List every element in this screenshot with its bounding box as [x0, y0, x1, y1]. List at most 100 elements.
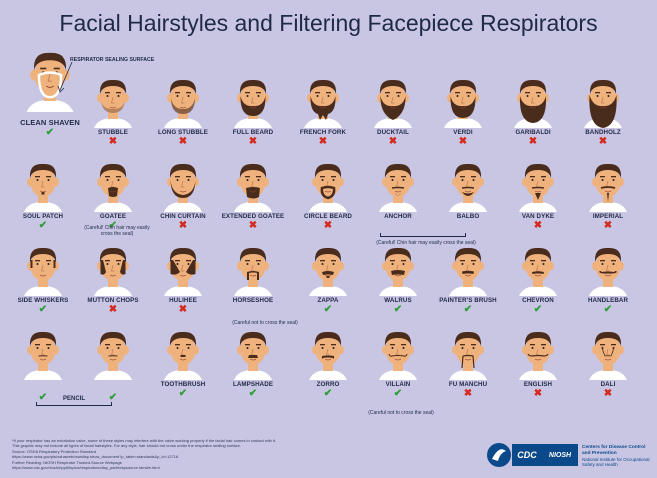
hairstyle-label: SIDE WHISKERS [17, 297, 69, 304]
hairstyle-full: FULL BEARD ✖ [214, 76, 292, 160]
imperial-face-icon [589, 163, 627, 212]
hairstyle-label: HORSESHOE [232, 297, 274, 304]
cross-mark-icon: ✖ [533, 388, 543, 399]
hairstyle-label: DALI [600, 381, 616, 388]
check-mark-icon: ✔ [393, 304, 403, 315]
hairstyle-label: HULIHEE [169, 297, 197, 304]
check-mark-icon: ✔ [323, 388, 333, 399]
footer-link[interactable]: https://www.cdc.gov/niosh/npptl/topics/r… [12, 465, 160, 471]
hairstyle-garibaldi: GARIBALDI ✖ [494, 76, 572, 160]
cross-mark-icon: ✖ [603, 388, 613, 399]
hairstyle-mutton: MUTTON CHOPS ✖ [74, 244, 152, 328]
hairstyle-whiskers: SIDE WHISKERS ✔ [4, 244, 82, 328]
toothbrush-face-icon [164, 331, 202, 380]
chincurtain-face-icon [164, 163, 202, 212]
check-mark-icon: ✔ [463, 304, 473, 315]
check-mark-icon: ✔ [108, 392, 118, 403]
walrus-face-icon [379, 247, 417, 296]
check-mark-icon: ✔ [533, 304, 543, 315]
mutton-face-icon [94, 247, 132, 296]
cross-mark-icon: ✖ [463, 388, 473, 399]
hairstyle-label: TOOTHBRUSH [160, 381, 206, 388]
hairstyle-label: PAINTER'S BRUSH [439, 297, 497, 304]
cdc-niosh-logo: CDC NIOSH Centers for Disease Control an… [484, 438, 650, 472]
hairstyle-verdi: VERDI ✖ [424, 76, 502, 160]
painter-face-icon [449, 247, 487, 296]
zappa-face-icon [309, 247, 347, 296]
check-mark-icon: ✔ [248, 388, 258, 399]
hairstyle-pencil2: ✔ [74, 328, 152, 412]
hairstyle-english: ENGLISH ✖ [499, 328, 577, 412]
check-mark-icon: ✔ [38, 304, 48, 315]
sealing-surface-note: RESPIRATOR SEALING SURFACE [70, 57, 155, 63]
hairstyle-label: VILLAIN [385, 381, 411, 388]
longstubble-face-icon [164, 79, 202, 128]
hairstyle-label: BALBO [456, 213, 480, 220]
bandholz-face-icon [584, 79, 622, 128]
hairstyle-label: MUTTON CHOPS [87, 297, 139, 304]
hairstyle-soul: SOUL PATCH ✔ [4, 160, 82, 244]
hairstyle-label: CHEVRON [522, 297, 554, 304]
balbo-face-icon [449, 163, 487, 212]
cross-mark-icon: ✖ [178, 136, 188, 147]
hairstyle-vandyke: VAN DYKE ✖ [499, 160, 577, 244]
fork-face-icon [304, 79, 342, 128]
villain-note: (Careful not to cross the seal) [368, 410, 434, 416]
footer-line: Source: OSHA Respiratory Protection Stan… [12, 448, 97, 454]
hairstyle-label: GOATEE [99, 213, 127, 220]
hairstyle-pencil: ✔ [4, 328, 82, 412]
pencil2-face-icon [94, 331, 132, 380]
cross-mark-icon: ✖ [248, 220, 258, 231]
hairstyle-zorro: ZORRO ✔ [289, 328, 367, 412]
garibaldi-face-icon [514, 79, 552, 128]
check-mark-icon: ✔ [393, 388, 403, 399]
sealing-arrow-icon [57, 61, 73, 93]
hairstyle-label: IMPERIAL [592, 213, 624, 220]
vandyke-face-icon [519, 163, 557, 212]
hulihee-face-icon [164, 247, 202, 296]
cross-mark-icon: ✖ [323, 220, 333, 231]
hairstyle-label: LONG STUBBLE [157, 129, 208, 136]
anchor-balbo-note: (Careful! Chin hair may easily cross the… [376, 240, 476, 246]
clean-shaven-label: CLEAN SHAVEN [20, 118, 80, 127]
pencil-bracket [36, 402, 112, 406]
pencil-label: PENCIL [62, 396, 85, 402]
hairstyle-label: FU MANCHU [448, 381, 488, 388]
cross-mark-icon: ✖ [603, 220, 613, 231]
fumanchu-face-icon [449, 331, 487, 380]
logo-text-niosh: National Institute for Occupational Safe… [582, 456, 650, 468]
soul-face-icon [24, 163, 62, 212]
hairstyle-label: DUCKTAIL [377, 129, 409, 136]
hairstyle-anchor: ANCHOR [359, 160, 437, 244]
cross-mark-icon: ✖ [178, 220, 188, 231]
cross-mark-icon: ✖ [108, 136, 118, 147]
hairstyle-goatee: GOATEE ✔ [74, 160, 152, 244]
hairstyle-zappa: ZAPPA ✔ [289, 244, 367, 328]
hairstyle-label: SOUL PATCH [22, 213, 64, 220]
hairstyle-longstubble: LONG STUBBLE ✖ [144, 76, 222, 160]
niosh-badge: NIOSH [542, 444, 578, 466]
hairstyle-balbo: BALBO [429, 160, 507, 244]
stubble-face-icon [94, 79, 132, 128]
hairstyle-label: WALRUS [384, 297, 412, 304]
circle-face-icon [309, 163, 347, 212]
hairstyle-hulihee: HULIHEE ✖ [144, 244, 222, 328]
footer-notes: *If your respirator has an exhalation va… [12, 438, 482, 470]
hairstyle-label: CHIN CURTAIN [160, 213, 206, 220]
extgoatee-face-icon [234, 163, 272, 212]
logo-text: Centers for Disease Control and Preventi… [582, 444, 652, 468]
check-mark-icon: ✔ [178, 388, 188, 399]
check-mark-icon: ✔ [603, 304, 613, 315]
clean-shaven-figure: CLEAN SHAVEN ✔ [14, 48, 86, 138]
hairstyle-label: VERDI [453, 129, 473, 136]
footer-link[interactable]: https://www.osha.gov/pls/oshaweb/owadisp… [12, 454, 179, 460]
page-title: Facial Hairstyles and Filtering Facepiec… [59, 10, 598, 36]
check-mark-icon: ✔ [38, 220, 48, 231]
check-mark-icon: ✔ [108, 220, 118, 231]
pencil-face-icon [24, 331, 62, 380]
hairstyle-label: EXTENDED GOATEE [221, 213, 285, 220]
lampshade-face-icon [234, 331, 272, 380]
zorro-face-icon [309, 331, 347, 380]
hairstyle-stubble: STUBBLE ✖ [74, 76, 152, 160]
hairstyle-label: VAN DYKE [521, 213, 555, 220]
